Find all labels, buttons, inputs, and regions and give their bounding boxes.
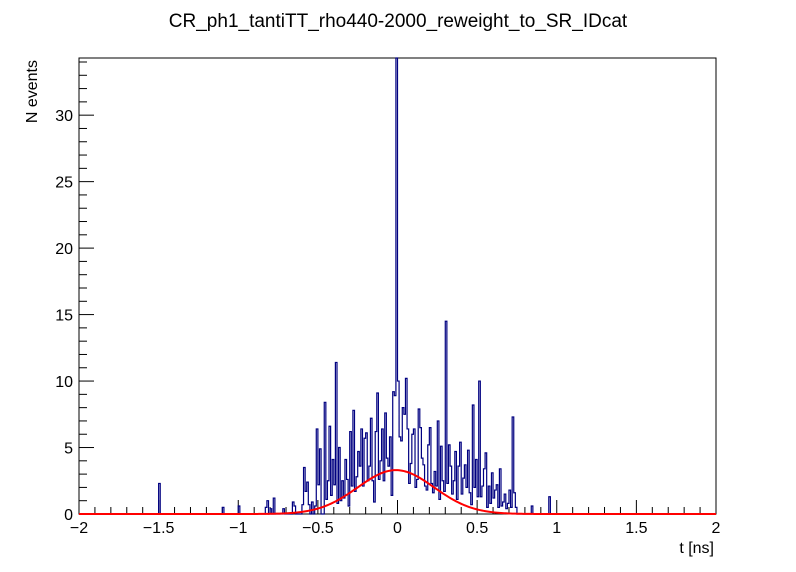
y-tick-label: 10 [55,374,73,391]
chart-title: CR_ph1_tantiTT_rho440-2000_reweight_to_S… [169,11,628,32]
y-tick-label: 15 [55,308,73,325]
x-tick-label: −0.5 [302,520,334,537]
x-tick-label: −2 [70,520,88,537]
y-axis: 0 5 10 15 20 25 30 [55,61,94,524]
x-tick-label: 1.5 [625,520,647,537]
y-tick-label: 20 [55,241,73,258]
x-tick-label: 1 [552,520,561,537]
gaussian-fit-curve [79,469,716,515]
histogram-series [79,57,716,515]
y-axis-label: N events [24,60,41,123]
x-tick-label: −1.5 [143,520,175,537]
x-tick-label: 0.5 [466,520,488,537]
x-axis-label: t [ns] [679,540,714,557]
x-tick-label: −1 [229,520,247,537]
y-tick-label: 25 [55,175,73,192]
x-tick-label: 0 [393,520,402,537]
x-axis: −2 −1.5 −1 −0.5 0 0.5 1 1.5 2 [70,500,721,537]
y-tick-label: 30 [55,108,73,125]
y-tick-label: 5 [64,441,73,458]
x-tick-label: 2 [712,520,721,537]
y-tick-label: 0 [64,507,73,524]
